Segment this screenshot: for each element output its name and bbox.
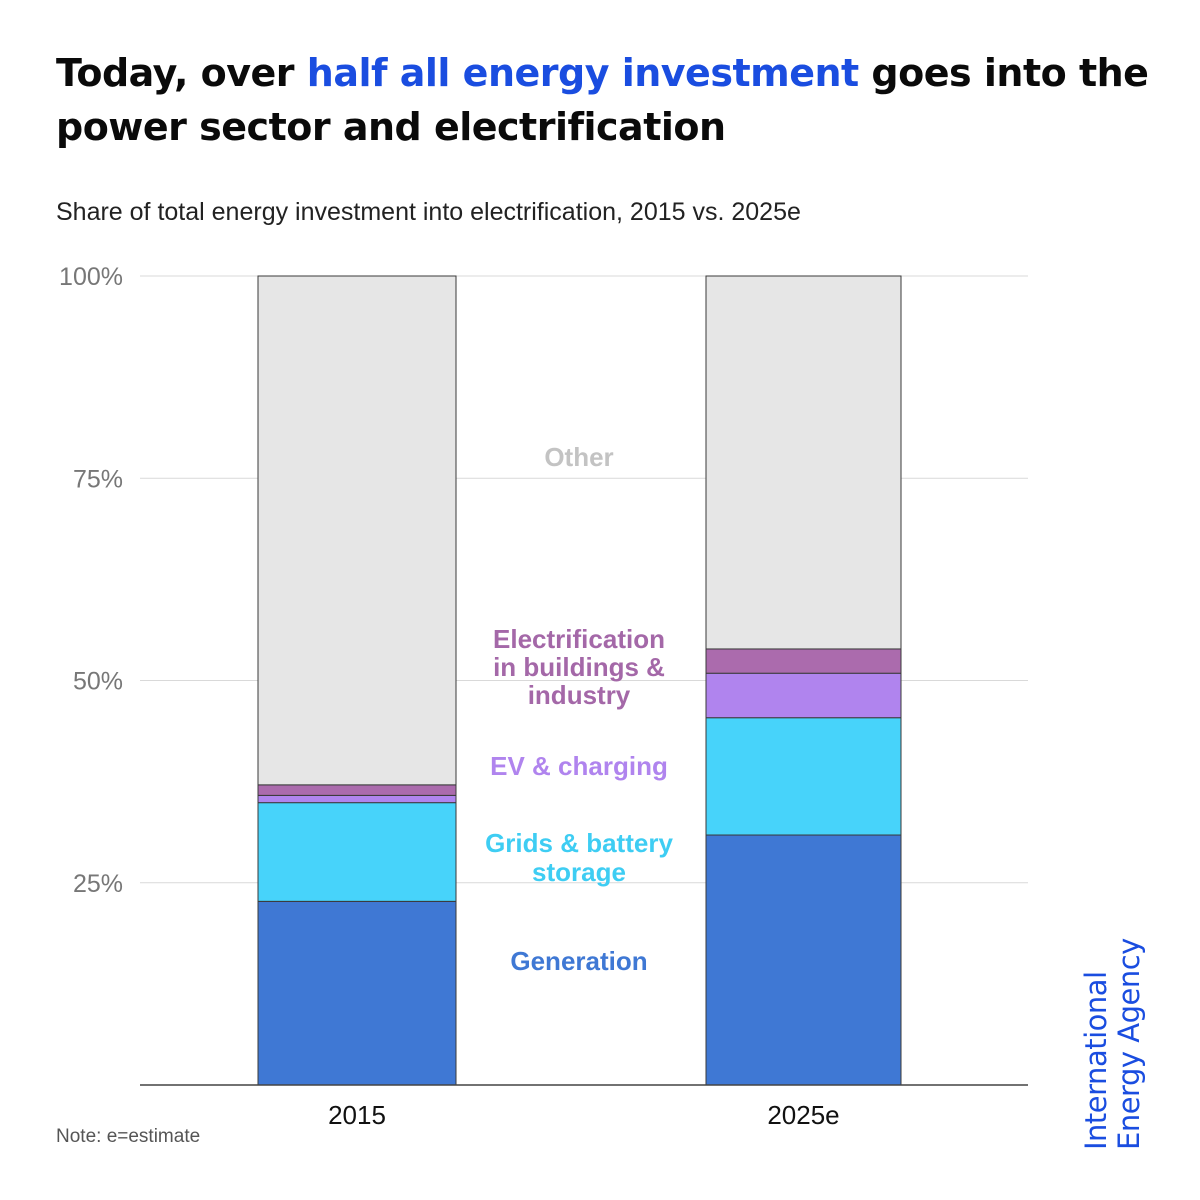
title-part1: Today, over: [56, 51, 307, 95]
label-electrification-in-buildings-industry-line-3: industry: [528, 680, 631, 710]
title-highlight: half all energy investment: [306, 51, 859, 95]
label-grids-battery-storage-line-1: Grids & battery: [485, 828, 673, 858]
bar-2015-generation: [257, 900, 457, 1086]
label-grids-battery-storage-line-2: storage: [532, 857, 626, 887]
bar-2025e-generation: [705, 834, 902, 1086]
y-tick-label-50: 50%: [73, 668, 123, 696]
bar-2015-other: [257, 275, 457, 786]
label-other-line-1: Other: [544, 442, 613, 472]
bar-2015-grids-battery-storage: [257, 802, 457, 902]
label-generation-line-1: Generation: [510, 946, 647, 976]
x-tick-label-2015: 2015: [328, 1100, 386, 1130]
chart-note: Note: e=estimate: [56, 1126, 201, 1147]
y-tick-label-100: 100%: [59, 263, 123, 291]
bar-2025e-other: [705, 275, 902, 650]
logo-line-1: International: [1079, 971, 1113, 1150]
label-electrification-in-buildings-industry-line-2: in buildings &: [493, 652, 665, 682]
chart-subtitle: Share of total energy investment into el…: [56, 198, 801, 226]
title-part2: goes into the power sector and electrifi…: [56, 51, 1149, 149]
iea-logo: International Energy Agency: [1079, 938, 1146, 1150]
y-tick-label-75: 75%: [73, 465, 123, 493]
logo-line-2: Energy Agency: [1112, 938, 1146, 1150]
bar-2025e-ev-charging: [705, 672, 902, 719]
label-ev-charging-line-1: EV & charging: [490, 751, 668, 781]
x-tick-label-2025e: 2025e: [767, 1100, 839, 1130]
bar-2025e-electrification-in-buildings-industry: [705, 648, 902, 674]
bar-2015-electrification-in-buildings-industry: [257, 784, 457, 796]
y-tick-label-25: 25%: [73, 870, 123, 898]
bar-2015-ev-charging: [257, 794, 457, 804]
label-electrification-in-buildings-industry-line-1: Electrification: [493, 624, 665, 654]
bar-2025e-grids-battery-storage: [705, 717, 902, 836]
chart-title: Today, over half all energy investment g…: [56, 46, 1156, 154]
